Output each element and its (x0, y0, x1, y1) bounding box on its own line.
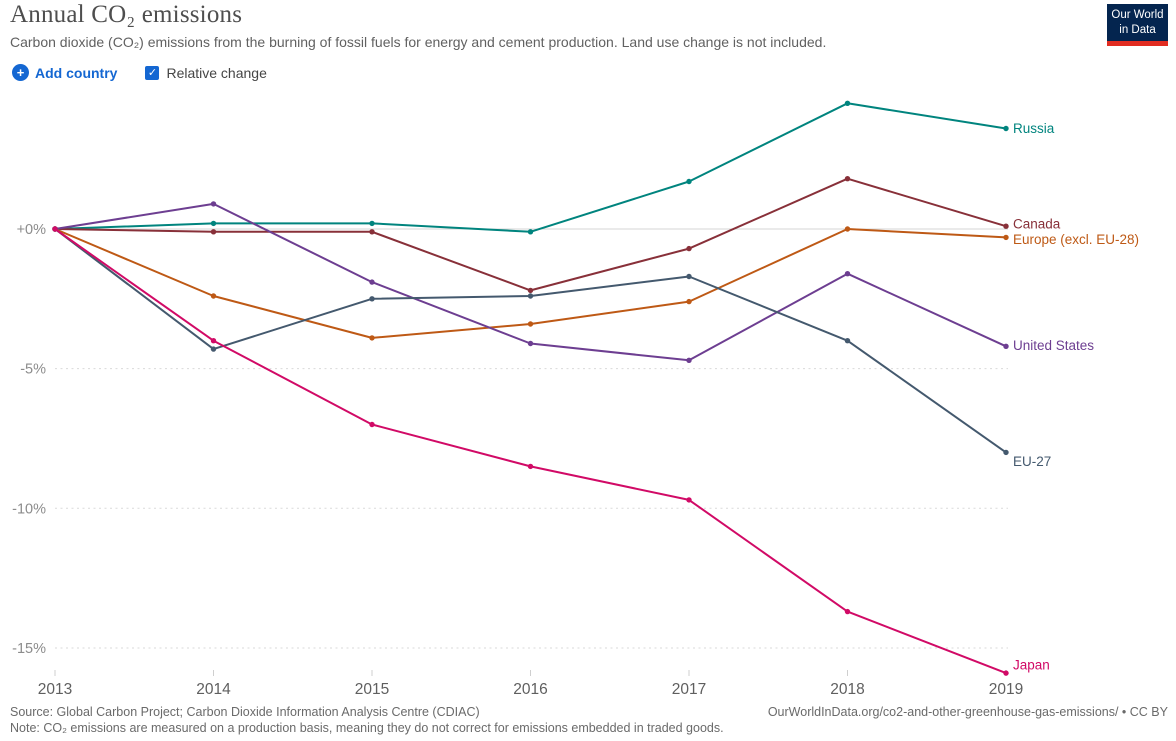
series-label-canada[interactable]: Canada (1013, 217, 1061, 232)
x-axis-label: 2017 (672, 681, 706, 698)
x-axis-label: 2019 (989, 681, 1023, 698)
data-point-united-states (686, 357, 692, 363)
data-point-russia (686, 178, 692, 185)
y-axis-label: +0% (17, 222, 47, 238)
data-point-united-states (369, 279, 375, 285)
data-point-eu-27 (1003, 449, 1009, 456)
series-label-russia[interactable]: Russia (1013, 121, 1055, 136)
checkbox-checked-icon[interactable]: ✓ (145, 65, 160, 80)
chart-subtitle: Carbon dioxide (CO₂) emissions from the … (10, 34, 827, 50)
data-point-canada (686, 245, 692, 252)
footer-source: Source: Global Carbon Project; Carbon Di… (10, 705, 480, 719)
relative-change-label: Relative change (166, 64, 267, 81)
data-point-russia (844, 100, 851, 107)
x-axis-label: 2016 (513, 681, 547, 698)
data-point-russia (527, 229, 534, 235)
add-country-button[interactable]: + Add country (12, 64, 117, 81)
data-point-japan (527, 463, 534, 470)
add-country-label: Add country (35, 64, 118, 81)
data-point-united-states (210, 201, 217, 207)
x-axis-label: 2018 (830, 681, 864, 698)
series-line-canada (54, 177, 1007, 292)
data-point-united-states (1003, 343, 1009, 349)
y-axis-label: -15% (12, 641, 46, 657)
y-axis-label: -5% (20, 362, 46, 378)
data-point-eu-27 (210, 346, 217, 352)
series-label-europe-excl-eu-28[interactable]: Europe (excl. EU-28) (1013, 232, 1139, 247)
data-point-united-states (844, 271, 851, 277)
data-point-canada (1003, 223, 1009, 229)
data-point-europe-excl-eu-28 (210, 293, 217, 299)
data-point-eu-27 (686, 273, 692, 280)
data-point-canada (527, 287, 534, 294)
data-point-canada (210, 229, 217, 235)
footer-citation-link[interactable]: OurWorldInData.org/co2-and-other-greenho… (767, 705, 1168, 719)
series-label-japan[interactable]: Japan (1013, 658, 1050, 673)
data-point-europe-excl-eu-28 (1003, 234, 1009, 241)
x-axis-label: 2013 (38, 681, 72, 698)
data-point-russia (369, 220, 375, 227)
data-point-eu-27 (369, 296, 375, 302)
data-point-eu-27 (844, 338, 851, 344)
owid-logo-line2: in Data (1119, 23, 1156, 36)
series-line-russia (54, 102, 1007, 233)
y-axis-label: -10% (12, 501, 46, 517)
data-point-japan (844, 608, 851, 615)
series-label-united-states[interactable]: United States (1013, 338, 1094, 353)
data-point-united-states (527, 340, 534, 347)
footer-note: Note: CO₂ emissions are measured on a pr… (10, 721, 724, 735)
data-point-canada (844, 176, 851, 182)
data-point-japan (52, 226, 58, 232)
x-axis-label: 2015 (355, 681, 389, 698)
data-point-russia (1003, 125, 1009, 132)
page-title: Annual CO₂ emissions (10, 1, 243, 28)
data-point-europe-excl-eu-28 (686, 298, 692, 305)
plus-circle-icon: + (12, 64, 29, 81)
data-point-japan (686, 497, 692, 503)
data-point-europe-excl-eu-28 (527, 321, 534, 327)
data-point-japan (1003, 670, 1009, 676)
data-point-russia (210, 220, 217, 227)
owid-logo-line1: Our World (1111, 9, 1164, 21)
data-point-eu-27 (527, 293, 534, 299)
series-line-eu-27 (54, 228, 1007, 454)
x-axis-label: 2014 (196, 681, 231, 698)
owid-logo[interactable]: Our World in Data (1107, 4, 1168, 46)
relative-change-toggle[interactable]: ✓ Relative change (145, 64, 267, 81)
data-point-japan (210, 338, 217, 344)
data-point-europe-excl-eu-28 (844, 226, 851, 232)
data-point-japan (369, 421, 375, 428)
data-point-canada (369, 229, 375, 235)
chart-controls: + Add country ✓ Relative change (12, 64, 267, 81)
data-point-europe-excl-eu-28 (369, 335, 375, 341)
series-label-eu-27[interactable]: EU-27 (1013, 454, 1051, 469)
